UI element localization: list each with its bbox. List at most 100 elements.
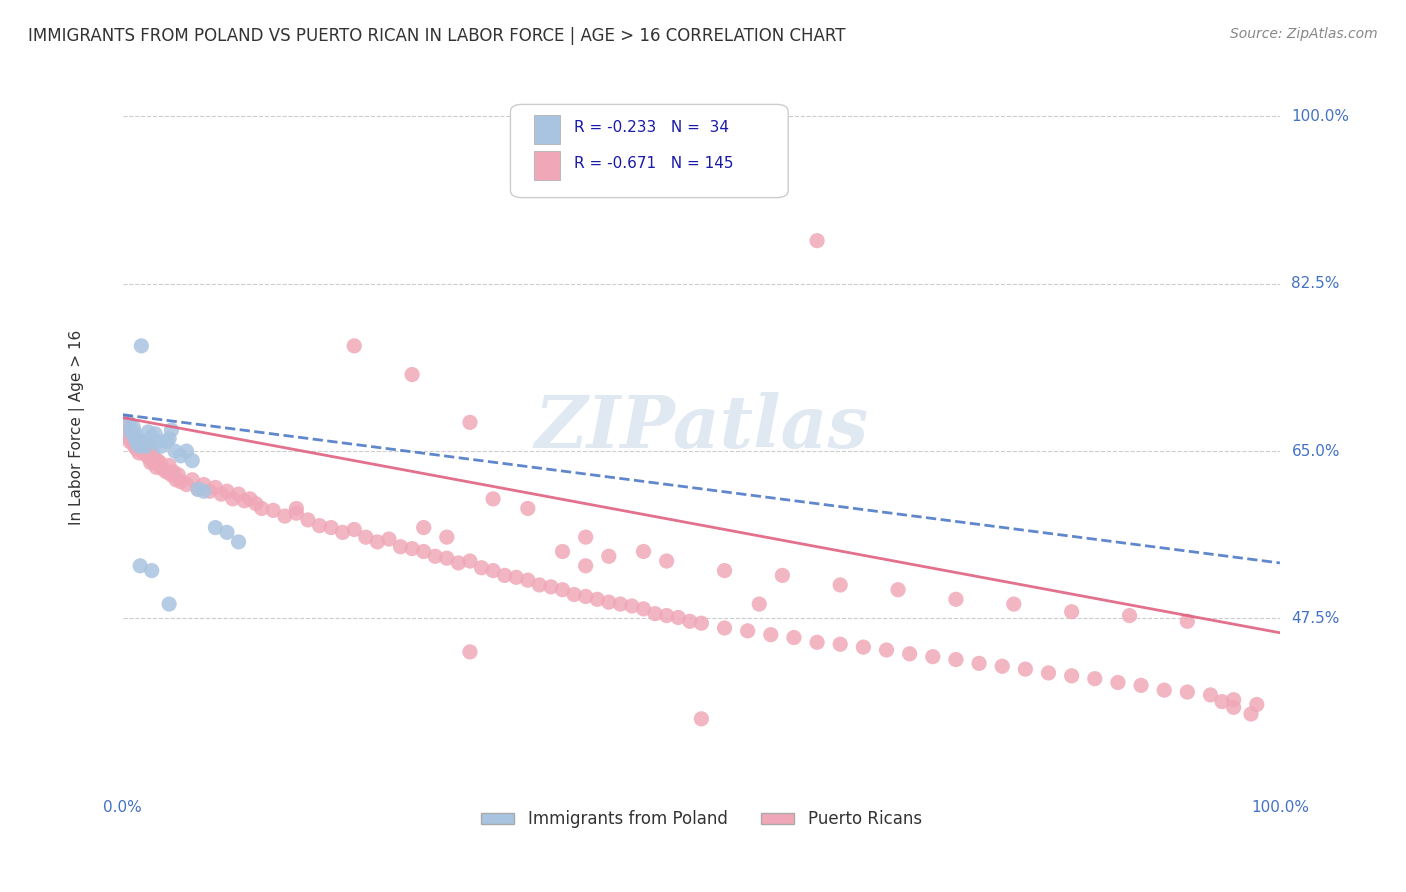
Point [1153, 683, 1175, 698]
Point [115, 425, 138, 439]
Point [666, 610, 689, 624]
Point [239, 491, 262, 506]
Point [117, 430, 139, 444]
Point [157, 597, 180, 611]
Point [389, 540, 412, 554]
Point [967, 657, 990, 671]
Point [127, 437, 149, 451]
Point [157, 432, 180, 446]
Point [551, 544, 574, 558]
Point [991, 659, 1014, 673]
Point [149, 456, 172, 470]
Point [138, 450, 160, 465]
Point [783, 631, 806, 645]
Point [482, 491, 505, 506]
Point [633, 544, 655, 558]
Point [187, 483, 209, 497]
Point [165, 473, 187, 487]
Point [170, 475, 193, 489]
Text: 100.0%: 100.0% [1292, 109, 1350, 124]
Point [125, 434, 148, 449]
Point [125, 442, 148, 457]
Point [852, 640, 875, 654]
Point [122, 432, 145, 446]
Point [1222, 700, 1244, 714]
Point [131, 339, 153, 353]
Point [945, 652, 967, 666]
Point [136, 444, 159, 458]
Point [748, 597, 770, 611]
Point [118, 434, 141, 449]
Text: R = -0.671   N = 145: R = -0.671 N = 145 [574, 156, 734, 170]
Point [1222, 692, 1244, 706]
Point [887, 582, 910, 597]
Point [135, 439, 157, 453]
Point [1175, 685, 1198, 699]
FancyBboxPatch shape [534, 115, 560, 144]
Point [228, 487, 250, 501]
Point [143, 450, 166, 465]
Point [129, 439, 152, 453]
Point [516, 501, 538, 516]
Point [1199, 688, 1222, 702]
Point [806, 635, 828, 649]
Point [146, 434, 169, 449]
Point [181, 453, 204, 467]
Point [447, 556, 470, 570]
Point [1118, 608, 1140, 623]
Point [609, 597, 631, 611]
Point [198, 484, 221, 499]
Point [770, 568, 793, 582]
Point [598, 549, 620, 564]
Point [160, 467, 183, 482]
Point [124, 426, 146, 441]
Point [1175, 615, 1198, 629]
Point [262, 503, 284, 517]
Point [1130, 678, 1153, 692]
Point [319, 520, 342, 534]
Point [378, 532, 401, 546]
Point [142, 453, 165, 467]
Point [436, 530, 458, 544]
Point [245, 497, 267, 511]
Point [586, 592, 609, 607]
Point [494, 568, 516, 582]
Point [1240, 707, 1263, 722]
Point [141, 564, 163, 578]
Point [121, 434, 143, 449]
Point [132, 436, 155, 450]
Text: ZIPatlas: ZIPatlas [534, 392, 869, 463]
Point [121, 423, 143, 437]
Point [141, 446, 163, 460]
Point [540, 580, 562, 594]
Point [228, 535, 250, 549]
Point [163, 444, 186, 458]
Point [156, 465, 179, 479]
Point [470, 560, 492, 574]
Point [1084, 672, 1107, 686]
Point [562, 587, 585, 601]
Point [655, 608, 678, 623]
Point [737, 624, 759, 638]
Point [204, 520, 226, 534]
Point [215, 484, 238, 499]
Point [143, 456, 166, 470]
Point [153, 463, 176, 477]
Point [132, 446, 155, 460]
Point [141, 430, 163, 444]
Point [222, 491, 245, 506]
Point [120, 425, 142, 439]
Point [146, 453, 169, 467]
Point [690, 712, 713, 726]
Point [209, 487, 232, 501]
Point [655, 554, 678, 568]
Point [516, 573, 538, 587]
Point [124, 430, 146, 444]
Point [575, 530, 598, 544]
Point [1038, 665, 1060, 680]
Point [131, 436, 153, 450]
Point [150, 461, 173, 475]
Text: R = -0.233   N =  34: R = -0.233 N = 34 [574, 120, 730, 135]
Point [898, 647, 921, 661]
Point [117, 426, 139, 441]
